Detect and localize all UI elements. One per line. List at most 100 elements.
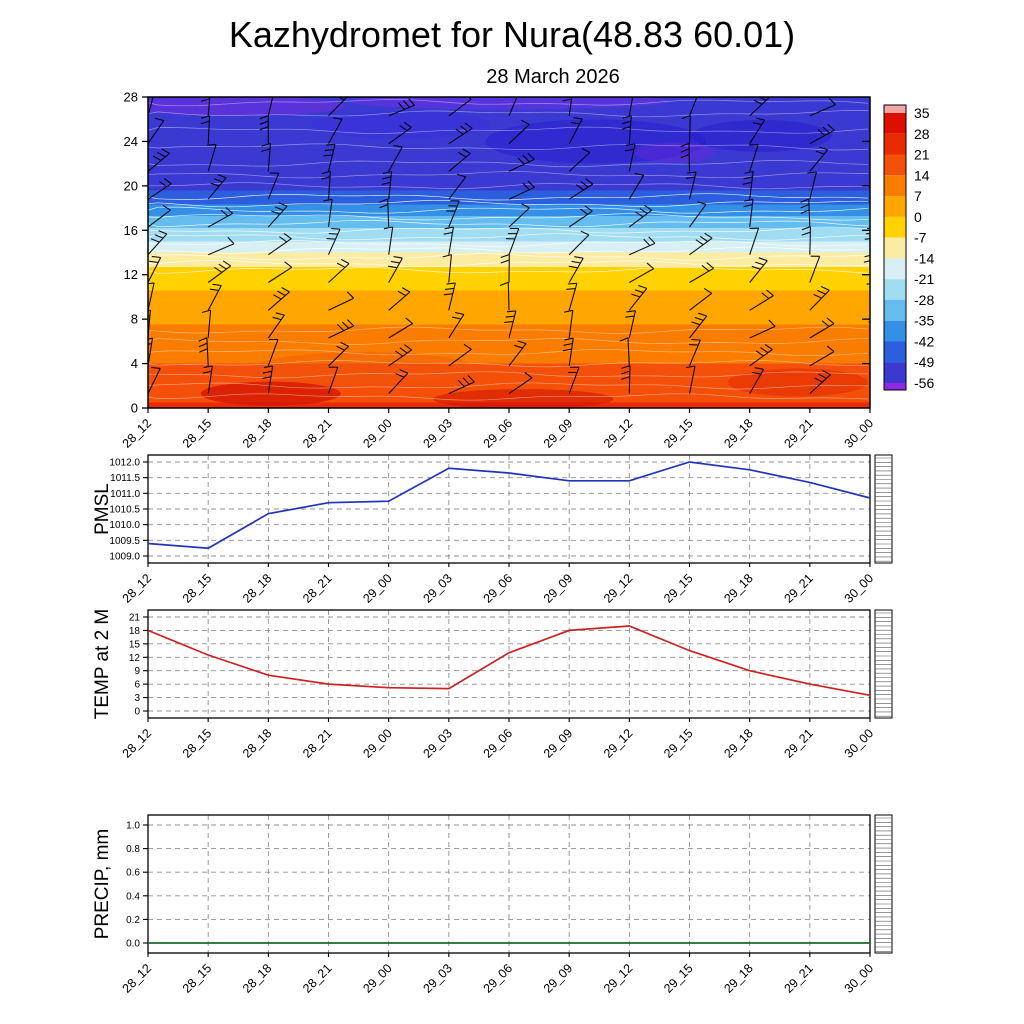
colorbar-segment [884,279,906,300]
colorbar-tick-label: -42 [914,333,934,349]
wind-barb-staff [688,115,691,144]
wind-barb-staff [328,345,349,367]
wind-barb-feather [634,289,644,294]
wind-barb-staff [206,337,209,366]
wind-barb-feather [336,97,345,101]
y-tick-label: 1011.0 [110,489,140,500]
time-tick-label: 28_21 [300,726,335,761]
wind-barb-staff [568,152,591,172]
field-core [635,142,716,163]
wind-barb-feather [444,226,454,230]
y-tick-label: 1012.0 [109,458,140,469]
time-tick-label: 29_15 [661,726,696,761]
wind-barb-staff [327,144,336,172]
wind-barb-feather [562,348,572,352]
y-tick-label: 0.0 [126,939,140,950]
wind-barb-feather [826,345,835,353]
wind-barb-feather [340,92,348,96]
contour-line [148,360,869,368]
wind-barb-staff [388,146,403,172]
time-tick-label: 29_15 [661,571,696,606]
wind-barb-staff [568,367,580,394]
colorbar-segment [884,383,906,390]
wind-barb-feather [401,287,411,293]
wind-barb-feather [704,232,713,239]
height-tick-label: 0 [131,401,138,416]
wind-barb-feather [580,230,590,236]
y-tick-label: 15 [129,639,141,650]
wind-barb-feather [405,317,413,324]
wind-barb-feather [517,157,525,165]
wind-barb-feather [454,311,465,315]
wind-barb-staff [869,336,870,338]
wind-barb-feather [151,255,161,259]
wind-barb-staff [568,97,573,116]
wind-barb-staff [688,339,701,367]
wind-barb-feather [500,253,510,259]
wind-barb-feather [680,148,690,153]
wind-barb-feather [443,293,453,296]
time-tick-label: 28_12 [120,726,155,761]
wind-barb-staff [328,97,348,117]
wind-barb-feather [333,117,343,120]
PRECIP, mm-frame [147,814,871,954]
wind-barb-feather [209,288,219,291]
wind-barb-feather [755,261,764,266]
wind-barb-feather [567,282,577,285]
wind-barb-feather [148,282,155,285]
wind-barb-feather [764,343,773,350]
wind-barb-staff [809,323,835,339]
wind-barb-feather [163,177,172,185]
wind-barb-feather [527,152,535,160]
contour-line [148,326,869,334]
wind-barb-feather [346,291,355,299]
wind-barb-feather [463,343,472,350]
wind-barb-staff [809,104,836,117]
time-tick-label: 28_12 [120,416,155,451]
wind-barb-feather [379,198,388,203]
wind-barb-staff [148,368,161,394]
wind-barb-feather [455,128,464,135]
wind-barb-feather [744,170,754,174]
wind-barb-feather [873,201,882,202]
wind-barb-feather [635,211,644,218]
wind-barb-feather [801,231,811,236]
time-tick-label: 29_21 [781,961,816,996]
wind-barb-feather [157,151,166,158]
wind-barb-feather [827,123,835,131]
wind-barb-staff [267,339,279,366]
wind-barb-feather [397,290,406,297]
wind-barb-staff [448,98,472,117]
contour-line [148,226,869,234]
wind-barb-staff [628,174,645,200]
wind-barb-feather [697,201,707,205]
wind-barb-feather [460,125,468,132]
wind-barb-staff [388,104,415,117]
wind-barb-feather [634,172,644,176]
wind-barb-feather [622,120,632,125]
wind-barb-staff [508,228,520,255]
wind-barb-staff [207,144,217,172]
wind-barb-feather [873,312,882,313]
y-tick-label: 0.4 [126,891,140,902]
wind-barb-staff [388,372,409,394]
wind-barb-staff [267,143,271,172]
wind-barb-feather [154,234,164,239]
time-tick-label: 28_15 [180,726,215,761]
wind-barb-feather [259,126,269,131]
colorbar-segment [884,320,906,342]
wind-barb-feather [273,294,282,300]
time-tick-label: 29_00 [360,416,395,451]
wind-barb-staff [749,349,773,367]
time-tick-label: 30_00 [842,961,877,996]
wind-barb-feather [261,142,271,147]
wind-barb-staff [388,126,412,145]
wind-barb-feather [451,316,462,320]
wind-barb-feather [800,209,810,214]
wind-barb-feather [865,232,870,235]
wind-barb-staff [568,210,593,228]
wind-barb-feather [817,289,826,295]
wind-barb-staff [629,268,654,283]
wind-barb-feather [402,100,410,108]
wind-barb-staff [749,295,774,311]
